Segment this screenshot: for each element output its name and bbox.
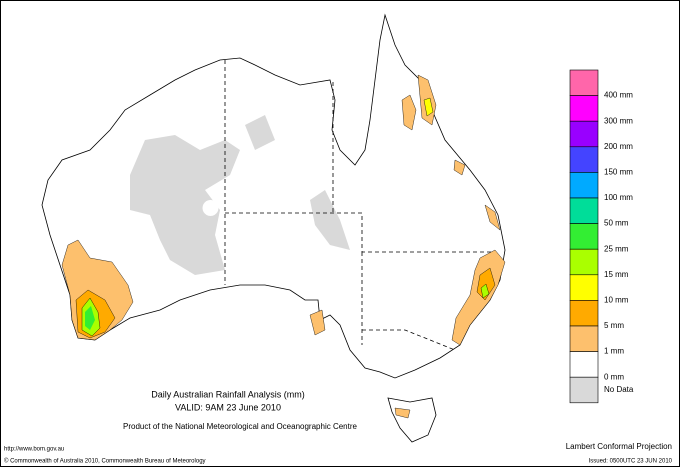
legend-swatch	[569, 120, 599, 148]
legend-label: 15 mm	[604, 270, 629, 279]
legend-label: 5 mm	[604, 321, 624, 330]
legend-swatch	[569, 248, 599, 276]
map-title: Daily Australian Rainfall Analysis (mm)	[151, 389, 305, 399]
legend-label: 100 mm	[604, 193, 633, 202]
legend-swatch	[569, 172, 599, 199]
no-data-areas	[130, 115, 350, 275]
legend-swatch	[569, 146, 599, 173]
tasmania	[387, 397, 437, 443]
legend-swatch	[569, 197, 599, 224]
legend: 400 mm 300 mm 200 mm 150 mm 100 mm 50 mm 25 mm…	[569, 69, 634, 404]
legend-label: 1 mm	[604, 347, 624, 356]
legend-swatch	[569, 376, 599, 404]
legend-label: 400 mm	[604, 91, 633, 100]
projection: Lambert Conformal Projection	[566, 442, 672, 451]
legend-swatch	[569, 300, 599, 327]
legend-label: 50 mm	[604, 219, 629, 228]
legend-swatch	[569, 351, 599, 378]
legend-label: 200 mm	[604, 142, 633, 151]
legend-swatch	[569, 325, 599, 352]
legend-label: 25 mm	[604, 244, 629, 253]
legend-swatch	[569, 223, 599, 250]
copyright: © Commonwealth of Australia 2010, Common…	[4, 458, 206, 465]
issued: Issued: 0500UTC 23 JUN 2010	[589, 459, 673, 465]
legend-swatch	[569, 274, 599, 301]
legend-label: 150 mm	[604, 168, 633, 177]
legend-swatch	[569, 95, 599, 122]
legend-label: 300 mm	[604, 116, 633, 125]
legend-label: 0 mm	[604, 372, 624, 381]
valid-time: VALID: 9AM 23 June 2010	[175, 402, 281, 412]
legend-label: 10 mm	[604, 296, 629, 305]
legend-label: No Data	[604, 385, 634, 394]
url: http://www.bom.gov.au	[4, 447, 64, 453]
product-note: Product of the National Meteorological a…	[123, 422, 357, 431]
state-borders	[224, 60, 495, 351]
rainfall-areas	[61, 74, 506, 419]
legend-swatch	[569, 69, 599, 96]
